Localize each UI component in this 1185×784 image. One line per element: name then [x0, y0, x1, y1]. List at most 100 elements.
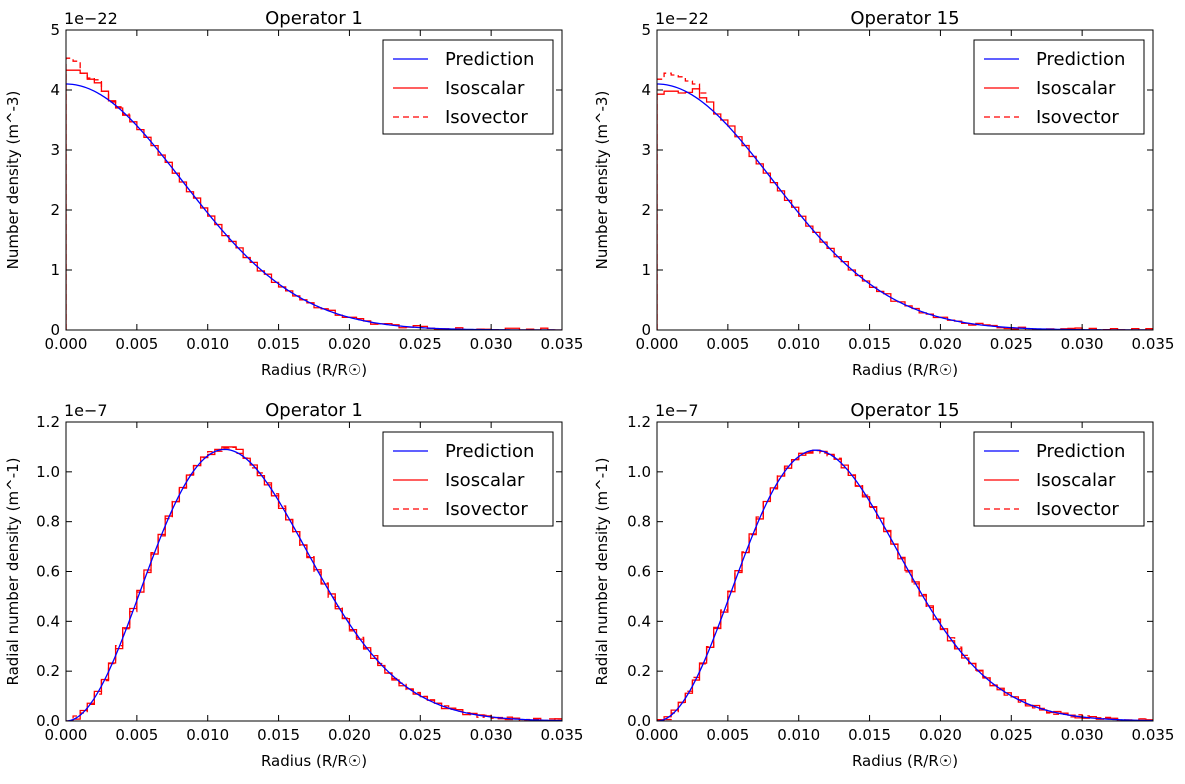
chart-title: Operator 1 [265, 400, 363, 421]
x-tick-label: 0.025 [399, 335, 442, 353]
y-tick-label: 0.0 [36, 712, 60, 730]
y-tick-label: 1.2 [36, 413, 60, 431]
y-axis-label: Radial number density (m^-1) [593, 457, 611, 685]
series-isovector [657, 72, 707, 330]
y-axis-label: Number density (m^-3) [4, 91, 22, 270]
x-tick-label: 0.035 [1132, 335, 1175, 353]
y-tick-label: 5 [50, 21, 60, 39]
legend-label-prediction: Prediction [445, 441, 534, 462]
x-tick-label: 0.000 [45, 335, 88, 353]
y-tick-label: 0 [50, 321, 60, 339]
x-axis-label: Radius (R/R☉) [852, 361, 958, 379]
y-tick-label: 0.6 [36, 563, 60, 581]
y-tick-label: 1.2 [627, 413, 651, 431]
legend-label-isoscalar: Isoscalar [1036, 78, 1116, 99]
x-tick-label: 0.000 [636, 726, 679, 744]
y-tick-label: 5 [641, 21, 651, 39]
x-tick-label: 0.005 [706, 726, 749, 744]
x-tick-label: 0.005 [115, 335, 158, 353]
axes-frame [65, 29, 563, 331]
panel-2: 0.000 0.005 0.010 0.015 0.020 0.025 0.030 0.035… [593, 8, 1174, 379]
x-tick-label: 0.035 [541, 726, 584, 744]
y-tick-label: 0 [641, 321, 651, 339]
legend: Prediction Isoscalar Isovector [382, 39, 554, 135]
x-tick-label: 0.015 [257, 726, 300, 744]
y-tick-label: 0.4 [36, 612, 60, 630]
legend-label-isovector: Isovector [1036, 499, 1119, 520]
legend-label-prediction: Prediction [445, 49, 534, 70]
y-tick-label: 3 [641, 141, 651, 159]
x-axis-label: Radius (R/R☉) [852, 752, 958, 770]
series-isovector [66, 57, 130, 330]
chart-title: Operator 15 [850, 8, 959, 29]
x-tick-label: 0.030 [1061, 335, 1104, 353]
chart-title: Operator 1 [265, 8, 363, 29]
y-tick-label: 4 [641, 81, 651, 99]
x-tick-label: 0.000 [45, 726, 88, 744]
x-tick-label: 0.010 [186, 335, 229, 353]
legend-label-isovector: Isovector [445, 499, 528, 520]
legend: Prediction Isoscalar Isovector [973, 431, 1145, 527]
series-prediction [657, 449, 1153, 721]
y-offset-label: 1e−22 [655, 9, 709, 28]
legend-label-isoscalar: Isoscalar [1036, 470, 1116, 491]
x-tick-label: 0.015 [848, 335, 891, 353]
y-tick-label: 1 [641, 261, 651, 279]
y-tick-label: 1 [50, 261, 60, 279]
y-axis-label: Number density (m^-3) [593, 91, 611, 270]
y-tick-label: 0.8 [36, 513, 60, 531]
y-tick-label: 1.0 [627, 463, 651, 481]
x-tick-label: 0.015 [848, 726, 891, 744]
y-tick-label: 1.0 [36, 463, 60, 481]
legend-label-prediction: Prediction [1036, 49, 1125, 70]
x-tick-label: 0.025 [399, 726, 442, 744]
x-tick-label: 0.020 [919, 726, 962, 744]
y-tick-label: 2 [641, 201, 651, 219]
y-tick-label: 0.2 [627, 662, 651, 680]
y-offset-label: 1e−22 [64, 9, 118, 28]
x-tick-label: 0.030 [1061, 726, 1104, 744]
legend-box [382, 39, 554, 135]
legend-box [973, 431, 1145, 527]
legend-label-isoscalar: Isoscalar [445, 78, 525, 99]
x-tick-label: 0.005 [115, 726, 158, 744]
y-axis-label: Radial number density (m^-1) [4, 457, 22, 685]
x-tick-label: 0.035 [1132, 726, 1175, 744]
x-tick-label: 0.030 [470, 726, 513, 744]
series-isovector [657, 450, 1153, 721]
y-tick-label: 3 [50, 141, 60, 159]
panel-4: 0.000 0.005 0.010 0.015 0.020 0.025 0.030 0.035… [593, 400, 1174, 770]
plot-area [66, 446, 562, 721]
chart-title: Operator 15 [850, 400, 959, 421]
x-axis-label: Radius (R/R☉) [261, 752, 367, 770]
y-tick-label: 0.0 [627, 712, 651, 730]
legend: Prediction Isoscalar Isovector [382, 431, 554, 527]
x-tick-label: 0.010 [777, 335, 820, 353]
legend-box [973, 39, 1145, 135]
x-tick-label: 0.010 [186, 726, 229, 744]
x-tick-label: 0.020 [919, 335, 962, 353]
legend-label-isovector: Isovector [445, 107, 528, 128]
panel-1: 0.000 0.005 0.010 0.015 0.020 0.025 0.030 0.035… [4, 8, 583, 379]
series-isovector [66, 446, 562, 721]
legend-label-isoscalar: Isoscalar [445, 470, 525, 491]
x-tick-label: 0.020 [328, 726, 371, 744]
x-tick-label: 0.005 [706, 335, 749, 353]
plot-area [657, 449, 1153, 721]
x-tick-label: 0.035 [541, 335, 584, 353]
x-tick-label: 0.010 [777, 726, 820, 744]
legend-label-isovector: Isovector [1036, 107, 1119, 128]
legend-label-prediction: Prediction [1036, 441, 1125, 462]
x-tick-label: 0.000 [636, 335, 679, 353]
y-tick-label: 0.4 [627, 612, 651, 630]
x-tick-label: 0.025 [990, 726, 1033, 744]
y-offset-label: 1e−7 [64, 401, 108, 420]
y-tick-label: 4 [50, 81, 60, 99]
series-prediction [66, 448, 562, 721]
y-tick-label: 2 [50, 201, 60, 219]
y-tick-label: 0.6 [627, 563, 651, 581]
x-tick-label: 0.030 [470, 335, 513, 353]
y-offset-label: 1e−7 [655, 401, 699, 420]
x-tick-label: 0.025 [990, 335, 1033, 353]
